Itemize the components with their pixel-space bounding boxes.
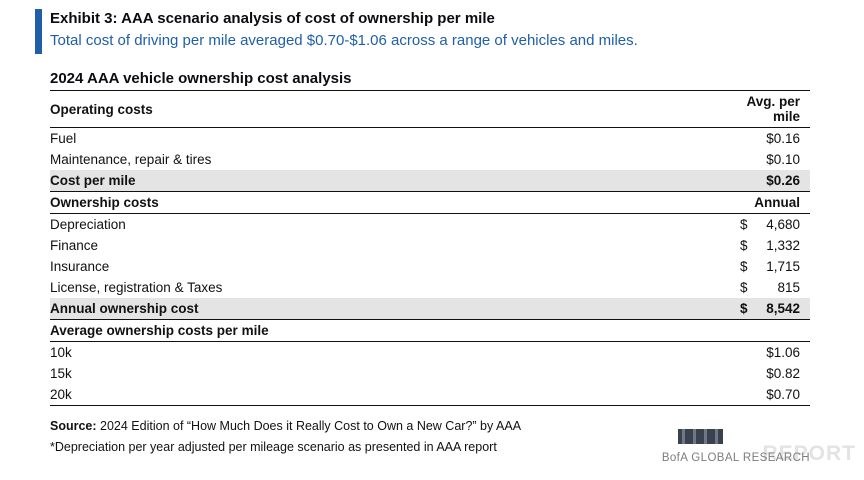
exhibit-title: Exhibit 3: AAA scenario analysis of cost…	[50, 10, 495, 27]
cost-table: Operating costs Avg. per mile Fuel $0.16 Mai…	[50, 90, 810, 406]
row-value: $1.06	[766, 345, 800, 360]
row-value	[740, 320, 810, 342]
table-row: 20k $0.70	[50, 384, 810, 406]
table-row: Cost per mile $0.26	[50, 170, 810, 192]
row-label: Depreciation	[50, 217, 126, 232]
row-value: $0.82	[766, 366, 800, 381]
source-text: 2024 Edition of “How Much Does it Really…	[96, 419, 522, 433]
exhibit-subtitle: Total cost of driving per mile averaged …	[50, 32, 638, 49]
table-row: Average ownership costs per mile	[50, 319, 810, 342]
table-row: License, registration & Taxes $815	[50, 277, 810, 298]
row-value: 815	[777, 280, 800, 295]
row-value: $0.16	[766, 131, 800, 146]
table-row: Fuel $0.16	[50, 128, 810, 150]
table-title: 2024 AAA vehicle ownership cost analysis	[50, 70, 352, 87]
row-label: Ownership costs	[50, 195, 159, 210]
table-row: Maintenance, repair & tires $0.10	[50, 149, 810, 170]
table-row: 15k $0.82	[50, 363, 810, 384]
table-row: Operating costs Avg. per mile	[50, 90, 810, 128]
table-row: 10k $1.06	[50, 342, 810, 364]
row-value: 1,715	[766, 259, 800, 274]
cost-table-body: Operating costs Avg. per mile Fuel $0.16 Mai…	[50, 90, 810, 406]
row-label: Finance	[50, 238, 99, 253]
exhibit-header: Exhibit 3: AAA scenario analysis of cost…	[0, 0, 864, 52]
dollar-sign: $	[740, 238, 748, 253]
row-value: $0.26	[766, 173, 800, 188]
row-label: Maintenance, repair & tires	[50, 152, 212, 167]
row-label: Cost per mile	[50, 173, 136, 188]
exhibit-accent-bar	[35, 9, 42, 54]
row-label: Annual ownership cost	[50, 301, 199, 316]
brand-text: BofA GLOBAL RESEARCH	[661, 452, 810, 464]
row-value: 4,680	[766, 217, 800, 232]
table-row: Annual ownership cost $8,542	[50, 298, 810, 320]
row-value: 1,332	[766, 238, 800, 253]
dollar-sign: $	[740, 280, 748, 295]
table-row: Depreciation $4,680	[50, 214, 810, 236]
footer: Source: 2024 Edition of “How Much Does i…	[50, 416, 810, 458]
table-row: Finance $1,332	[50, 235, 810, 256]
watermark-text: REPORT	[762, 442, 856, 465]
footnote: *Depreciation per year adjusted per mile…	[50, 440, 497, 454]
table-row: Insurance $1,715	[50, 256, 810, 277]
dollar-sign: $	[740, 217, 748, 232]
table-row: Ownership costs Annual	[50, 191, 810, 214]
dollar-sign: $	[740, 301, 748, 316]
dollar-sign: $	[740, 259, 748, 274]
row-value: Avg. per mile	[746, 94, 800, 124]
row-label: 15k	[50, 366, 72, 381]
row-value: Annual	[754, 195, 800, 210]
row-label: Average ownership costs per mile	[50, 323, 269, 338]
row-label: Operating costs	[50, 101, 153, 117]
row-value: $0.10	[766, 152, 800, 167]
row-label: Fuel	[50, 131, 77, 146]
row-value: $0.70	[766, 387, 800, 402]
row-label: 10k	[50, 345, 72, 360]
source-line: Source: 2024 Edition of “How Much Does i…	[50, 416, 810, 437]
row-label: 20k	[50, 387, 72, 402]
row-label: Insurance	[50, 259, 110, 274]
row-label: License, registration & Taxes	[50, 280, 223, 295]
pixelated-badge-icon	[678, 429, 723, 444]
row-value: 8,542	[766, 301, 800, 316]
source-label: Source:	[50, 419, 97, 433]
